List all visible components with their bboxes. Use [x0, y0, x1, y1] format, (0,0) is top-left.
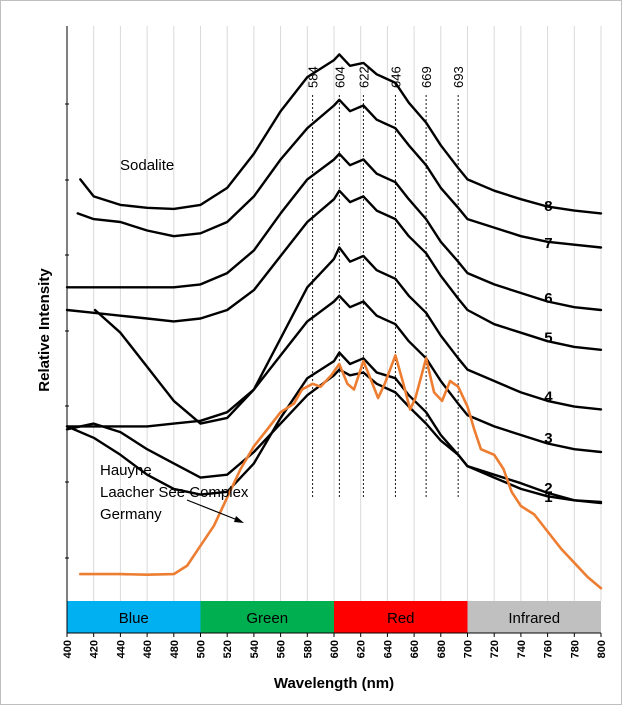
peak-label-669: 669 [419, 66, 434, 88]
y-axis-label: Relative Intensity [36, 268, 53, 392]
x-axis-label: Wavelength (nm) [274, 675, 394, 692]
series-line-5 [65, 189, 603, 351]
series-line-7 [76, 98, 603, 249]
x-tick-label-780: 780 [569, 640, 581, 658]
band-infrared [467, 601, 601, 633]
annotation-arrow [186, 499, 244, 523]
series-label-3: 3 [544, 430, 552, 447]
x-tick-label-640: 640 [382, 640, 394, 658]
series-line-3 [65, 294, 603, 454]
x-tick-label-620: 620 [356, 640, 368, 658]
band-label-infrared: Infrared [508, 610, 560, 627]
x-tick-label-540: 540 [249, 640, 261, 658]
series-label-8: 8 [544, 198, 552, 215]
series-label-2: 2 [544, 480, 552, 497]
band-blue [67, 601, 201, 633]
x-tick-label-500: 500 [196, 640, 208, 658]
peak-label-693: 693 [451, 66, 466, 88]
x-tick-label-720: 720 [489, 640, 501, 658]
band-label-blue: Blue [119, 610, 149, 627]
x-tick-label-660: 660 [409, 640, 421, 658]
x-tick-label-600: 600 [329, 640, 341, 658]
annotation-country: Germany [100, 506, 162, 523]
annotation-locality: Laacher See Complex [100, 484, 249, 501]
x-tick-label-520: 520 [222, 640, 234, 658]
band-green [200, 601, 334, 633]
annotation-hauyne: Hauyne [100, 462, 152, 479]
x-axis-ticks: 400 420 440 460 480 500 520 540 560 580 600 620 640 6… [62, 632, 608, 658]
series-label-1: 1 [544, 489, 552, 506]
series-line-2 [65, 351, 603, 505]
series-line-8 [79, 53, 603, 215]
peak-label-622: 622 [356, 66, 371, 88]
series-line-4 [93, 246, 603, 425]
x-tick-label-760: 760 [543, 640, 555, 658]
series-line-6 [65, 152, 603, 312]
annotation-sodalite: Sodalite [120, 157, 174, 174]
series-line-1 [65, 368, 603, 504]
series-lines [65, 53, 603, 590]
x-tick-label-680: 680 [436, 640, 448, 658]
x-tick-label-480: 480 [169, 640, 181, 658]
x-tick-label-460: 460 [142, 640, 154, 658]
peak-label-604: 604 [332, 66, 347, 88]
series-number-labels: 12 3 4 5 6 7 8 [544, 198, 553, 506]
band-red [334, 601, 468, 633]
x-tick-label-580: 580 [302, 640, 314, 658]
x-tick-label-560: 560 [276, 640, 288, 658]
x-tick-label-700: 700 [463, 640, 475, 658]
band-label-red: Red [387, 610, 415, 627]
x-tick-label-800: 800 [596, 640, 608, 658]
color-bands: Blue Green Red Infrared [67, 601, 601, 633]
series-line-hauyne [79, 354, 603, 590]
series-label-4: 4 [544, 389, 553, 406]
series-label-6: 6 [544, 290, 552, 307]
x-tick-label-440: 440 [115, 640, 127, 658]
series-label-5: 5 [544, 330, 552, 347]
series-label-7: 7 [544, 235, 552, 252]
grid-lines [93, 26, 602, 601]
x-tick-label-400: 400 [62, 640, 74, 658]
x-tick-label-740: 740 [516, 640, 528, 658]
x-tick-label-420: 420 [89, 640, 101, 658]
band-label-green: Green [246, 610, 288, 627]
